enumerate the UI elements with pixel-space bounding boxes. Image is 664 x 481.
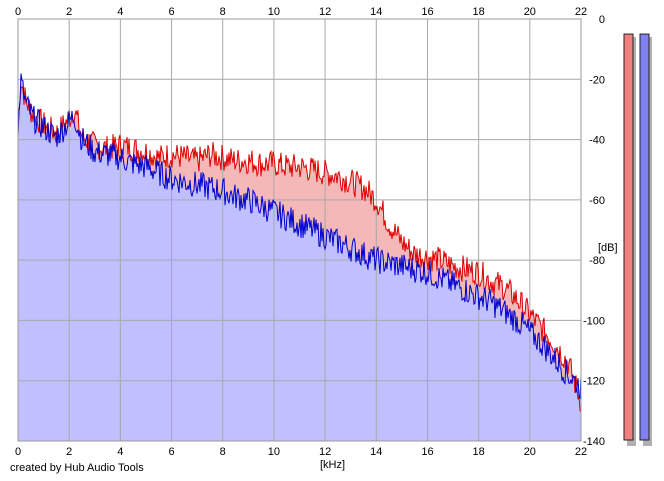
x-tick-top-1: 2	[66, 6, 72, 18]
y-tick-7: -140	[583, 436, 605, 448]
x-tick-bottom-4: 8	[220, 446, 226, 458]
x-tick-bottom-6: 12	[319, 446, 331, 458]
series-line-1	[17, 85, 582, 413]
x-tick-top-2: 4	[117, 6, 123, 18]
x-tick-top-10: 20	[524, 6, 536, 18]
y-tick-2: -40	[589, 135, 605, 147]
series-lines	[17, 73, 582, 413]
x-tick-top-8: 16	[421, 6, 433, 18]
x-tick-top-6: 12	[319, 6, 331, 18]
x-tick-bottom-9: 18	[473, 446, 485, 458]
x-tick-top-7: 14	[370, 6, 382, 18]
plot-frame	[17, 18, 582, 442]
x-tick-bottom-11: 22	[575, 446, 587, 458]
y-axis-unit: [dB]	[598, 242, 618, 254]
y-tick-5: -100	[583, 315, 605, 327]
x-tick-bottom-0: 0	[15, 446, 21, 458]
x-tick-top-3: 6	[168, 6, 174, 18]
x-tick-bottom-5: 10	[268, 446, 280, 458]
x-tick-top-5: 10	[268, 6, 280, 18]
y-tick-1: -20	[589, 74, 605, 86]
y-tick-6: -120	[583, 376, 605, 388]
x-tick-bottom-2: 4	[117, 446, 123, 458]
x-tick-bottom-1: 2	[66, 446, 72, 458]
x-tick-labels-top: 0 2 4 6 8 10 12 14 16 18 20 22	[15, 6, 587, 18]
x-tick-bottom-10: 20	[524, 446, 536, 458]
level-meter-1	[623, 33, 634, 441]
x-tick-top-4: 8	[220, 6, 226, 18]
credit-text: created by Hub Audio Tools	[10, 462, 144, 474]
level-meters	[623, 33, 652, 446]
x-tick-top-0: 0	[15, 6, 21, 18]
x-axis-unit: [kHz]	[320, 459, 345, 471]
y-tick-4: -80	[589, 255, 605, 267]
level-meter-2	[639, 33, 650, 441]
y-tick-3: -60	[589, 195, 605, 207]
x-tick-bottom-7: 14	[370, 446, 382, 458]
y-tick-0: 0	[599, 14, 605, 26]
x-tick-bottom-3: 6	[168, 446, 174, 458]
x-tick-top-11: 22	[575, 6, 587, 18]
x-tick-labels-bottom: 0 2 4 6 8 10 12 14 16 18 20 22	[15, 446, 587, 458]
x-tick-bottom-8: 16	[421, 446, 433, 458]
x-tick-top-9: 18	[473, 6, 485, 18]
series-line-2	[17, 73, 582, 400]
y-tick-labels: 0 -20 -40 -60 -80 -100 -120 -140	[583, 14, 605, 448]
